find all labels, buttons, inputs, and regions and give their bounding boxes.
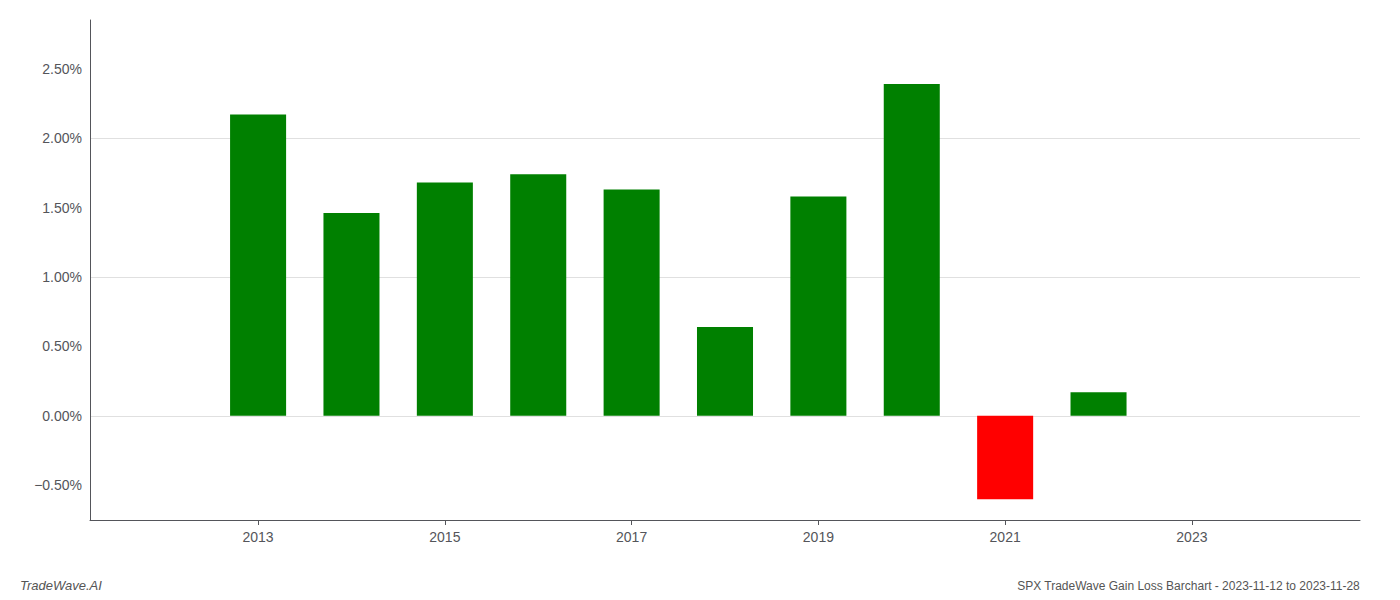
svg-text:0.00%: 0.00% xyxy=(42,408,82,424)
svg-text:1.00%: 1.00% xyxy=(42,269,82,285)
svg-text:SPX TradeWave Gain Loss Barcha: SPX TradeWave Gain Loss Barchart - 2023-… xyxy=(1017,579,1360,593)
svg-text:2017: 2017 xyxy=(616,529,647,545)
svg-text:2023: 2023 xyxy=(1176,529,1207,545)
svg-text:1.50%: 1.50% xyxy=(42,200,82,216)
svg-text:2.50%: 2.50% xyxy=(42,61,82,77)
svg-text:2019: 2019 xyxy=(803,529,834,545)
svg-text:2015: 2015 xyxy=(429,529,460,545)
svg-text:2021: 2021 xyxy=(990,529,1021,545)
svg-text:−0.50%: −0.50% xyxy=(34,477,82,493)
svg-text:0.50%: 0.50% xyxy=(42,338,82,354)
svg-text:TradeWave.AI: TradeWave.AI xyxy=(20,578,102,593)
svg-text:2013: 2013 xyxy=(243,529,274,545)
svg-text:2.00%: 2.00% xyxy=(42,130,82,146)
